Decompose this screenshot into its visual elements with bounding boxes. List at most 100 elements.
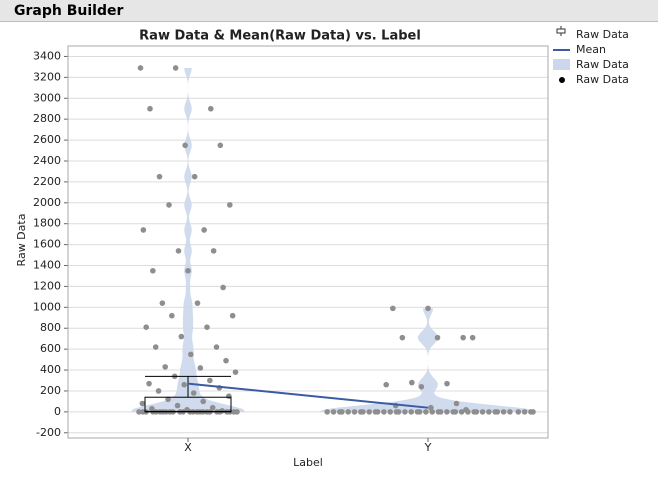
data-point [414, 409, 421, 415]
data-point [191, 173, 198, 180]
data-point [408, 409, 415, 415]
y-axis-label: Raw Data [15, 214, 28, 267]
data-point [227, 202, 233, 208]
x-tick-label: Y [424, 441, 432, 454]
y-tick-label: 1600 [33, 238, 61, 251]
x-axis-label: Label [293, 456, 323, 469]
data-point [444, 409, 450, 415]
data-point [393, 409, 400, 415]
legend-box-icon [556, 26, 566, 36]
data-point [479, 409, 486, 415]
data-point [460, 334, 466, 341]
data-point [450, 409, 457, 415]
data-point [162, 364, 168, 370]
data-point [217, 142, 224, 149]
data-point [390, 305, 396, 312]
data-point [387, 409, 394, 415]
data-point [207, 377, 213, 384]
data-point [418, 383, 425, 390]
y-tick-label: 200 [40, 384, 61, 397]
data-point [381, 409, 387, 415]
data-point [213, 344, 220, 350]
data-point [152, 344, 159, 350]
data-point [515, 409, 522, 415]
legend-violin-icon [553, 59, 570, 70]
y-tick-label: 600 [40, 342, 61, 355]
y-tick-label: 1400 [33, 259, 61, 272]
data-point [204, 324, 210, 330]
data-point [139, 400, 146, 407]
y-tick-label: 2800 [33, 112, 61, 125]
data-point [492, 409, 499, 415]
data-point [453, 400, 460, 407]
legend: Raw Data Mean Raw Data Raw Data [553, 26, 629, 86]
data-point [169, 312, 175, 319]
data-point [175, 248, 182, 254]
data-point [190, 390, 197, 396]
data-point [471, 409, 478, 415]
legend-label: Mean [576, 43, 606, 56]
y-tick-label: -200 [36, 426, 61, 439]
data-point [209, 404, 216, 411]
data-point [435, 409, 442, 415]
data-point [232, 369, 239, 375]
data-point [324, 409, 331, 415]
y-tick-label: 3000 [33, 91, 61, 104]
data-point [143, 324, 149, 330]
chart: Raw Data & Mean(Raw Data) vs. Label Labe… [15, 26, 629, 469]
y-tick-label: 0 [54, 405, 61, 418]
data-point [137, 65, 144, 71]
header-title: Graph Builder [0, 0, 658, 22]
y-tick-label: 2000 [33, 196, 61, 209]
legend-label: Raw Data [576, 73, 629, 86]
data-point [399, 334, 406, 341]
data-point [174, 402, 181, 409]
y-tick-label: 1200 [33, 279, 61, 292]
data-point [166, 202, 172, 208]
data-point [140, 227, 147, 233]
y-tick-label: 2400 [33, 154, 61, 167]
data-point [220, 284, 226, 291]
data-point [197, 365, 204, 371]
data-point [434, 334, 441, 341]
data-point [234, 409, 240, 415]
y-tick-label: 400 [40, 363, 61, 376]
data-point [156, 173, 163, 180]
data-point [337, 409, 343, 415]
data-point [423, 409, 429, 415]
mean-line [187, 382, 429, 409]
data-point [465, 409, 471, 415]
violin [320, 308, 536, 412]
data-point [201, 227, 207, 233]
data-point [500, 409, 507, 415]
data-point [200, 398, 206, 405]
y-tick-label: 1000 [33, 300, 61, 313]
data-point [425, 305, 431, 312]
data-point [528, 409, 534, 415]
y-tick-label: 3200 [33, 70, 61, 83]
data-point [223, 357, 229, 364]
data-point [181, 381, 187, 388]
data-point [188, 351, 194, 358]
y-tick-label: 1800 [33, 217, 61, 230]
data-point [402, 409, 408, 415]
chart-title: Raw Data & Mean(Raw Data) vs. Label [139, 29, 421, 44]
data-point [210, 248, 217, 254]
data-point [358, 409, 364, 415]
data-point [372, 409, 379, 415]
data-point [159, 300, 166, 306]
y-tick-label: 2600 [33, 133, 61, 146]
data-point [178, 333, 185, 340]
data-point [208, 105, 214, 112]
data-point [229, 312, 236, 319]
data-point [330, 409, 337, 415]
y-tick-label: 800 [40, 321, 61, 334]
data-point [155, 388, 162, 394]
data-point [182, 142, 188, 149]
data-point [383, 381, 390, 388]
data-point [136, 409, 142, 415]
data-point [147, 105, 153, 112]
data-point [507, 409, 513, 415]
data-point [366, 409, 373, 415]
